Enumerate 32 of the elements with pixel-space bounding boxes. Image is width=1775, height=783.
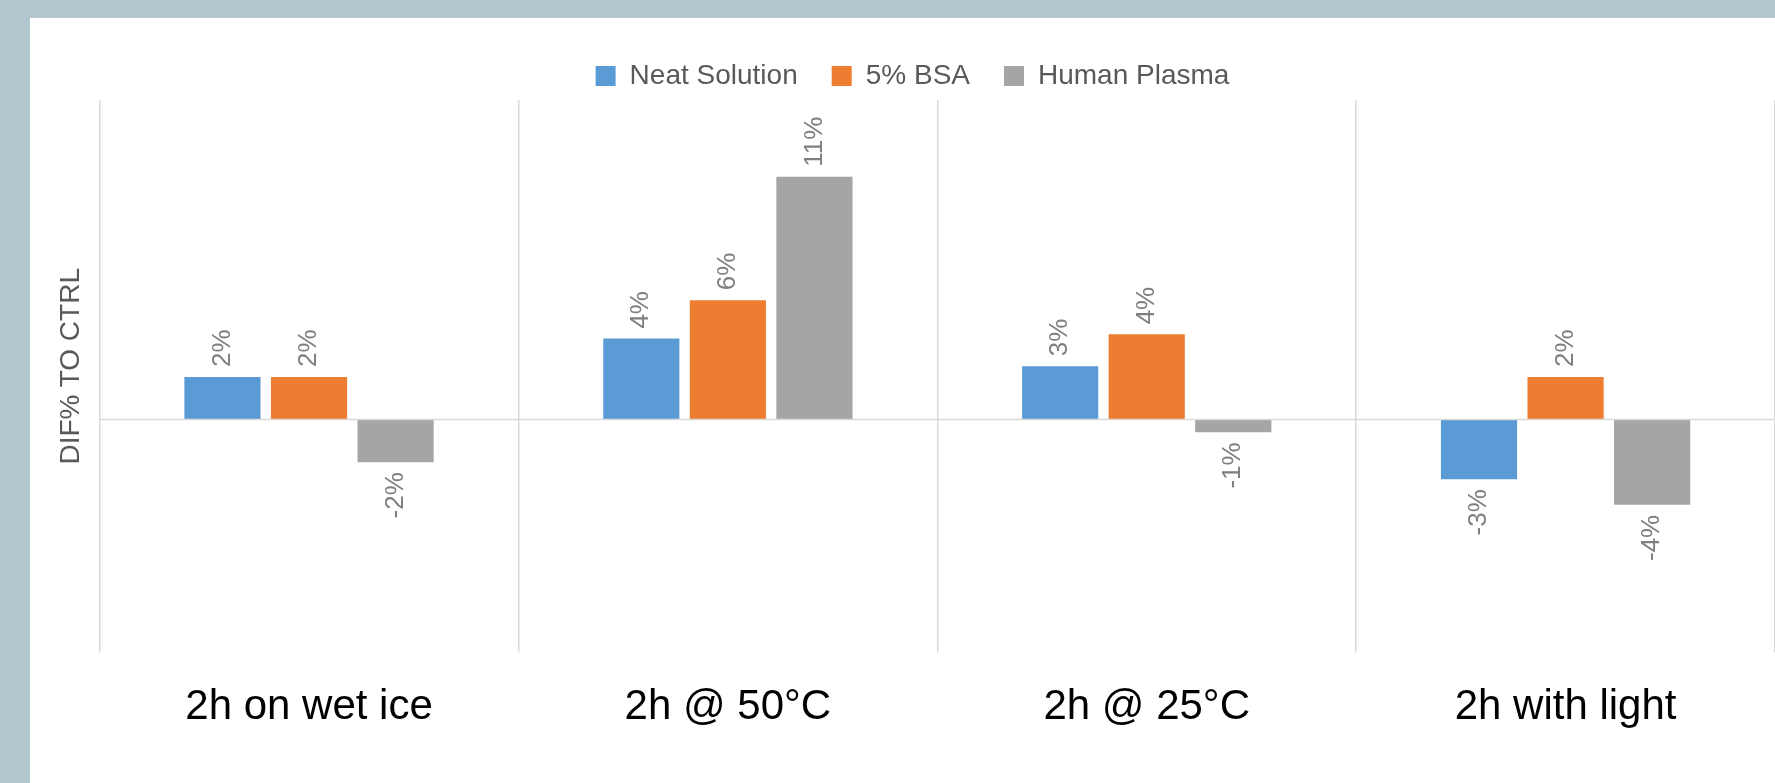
- legend-label: Human Plasma: [1037, 58, 1230, 90]
- bar: [1440, 419, 1518, 480]
- x-tick-label: 2h with light: [1454, 681, 1677, 729]
- bar: [270, 376, 348, 420]
- bar: [1022, 366, 1099, 420]
- data-label: 11%: [797, 116, 828, 167]
- data-label: 4%: [1129, 286, 1160, 325]
- bar: [689, 300, 766, 420]
- data-label: -4%: [1635, 514, 1666, 562]
- y-axis-title: DIF% TO CTRL: [53, 268, 85, 465]
- x-tick-label: 2h on wet ice: [185, 681, 433, 729]
- data-label: 6%: [711, 252, 742, 291]
- x-tick-label: 2h @ 25°C: [1043, 681, 1250, 729]
- data-label: 2%: [292, 329, 323, 367]
- data-label: 2%: [1548, 329, 1579, 367]
- data-label: 2%: [205, 329, 236, 367]
- data-label: -3%: [1462, 489, 1493, 536]
- bar: [184, 376, 261, 420]
- legend-label: Neat Solution: [629, 58, 798, 90]
- bar: [1195, 419, 1272, 433]
- data-label: -2%: [378, 472, 409, 519]
- data-label: 3%: [1043, 318, 1074, 357]
- data-label: 4%: [624, 291, 655, 329]
- x-tick-label: 2h @ 50°C: [624, 681, 832, 729]
- bar: [1614, 419, 1691, 505]
- bar: [1108, 334, 1185, 420]
- legend-label: 5% BSA: [865, 58, 971, 90]
- bar: [603, 338, 680, 420]
- bar: [1527, 376, 1604, 420]
- bar: [357, 419, 434, 463]
- bar: [776, 176, 853, 420]
- data-label: -1%: [1216, 442, 1247, 489]
